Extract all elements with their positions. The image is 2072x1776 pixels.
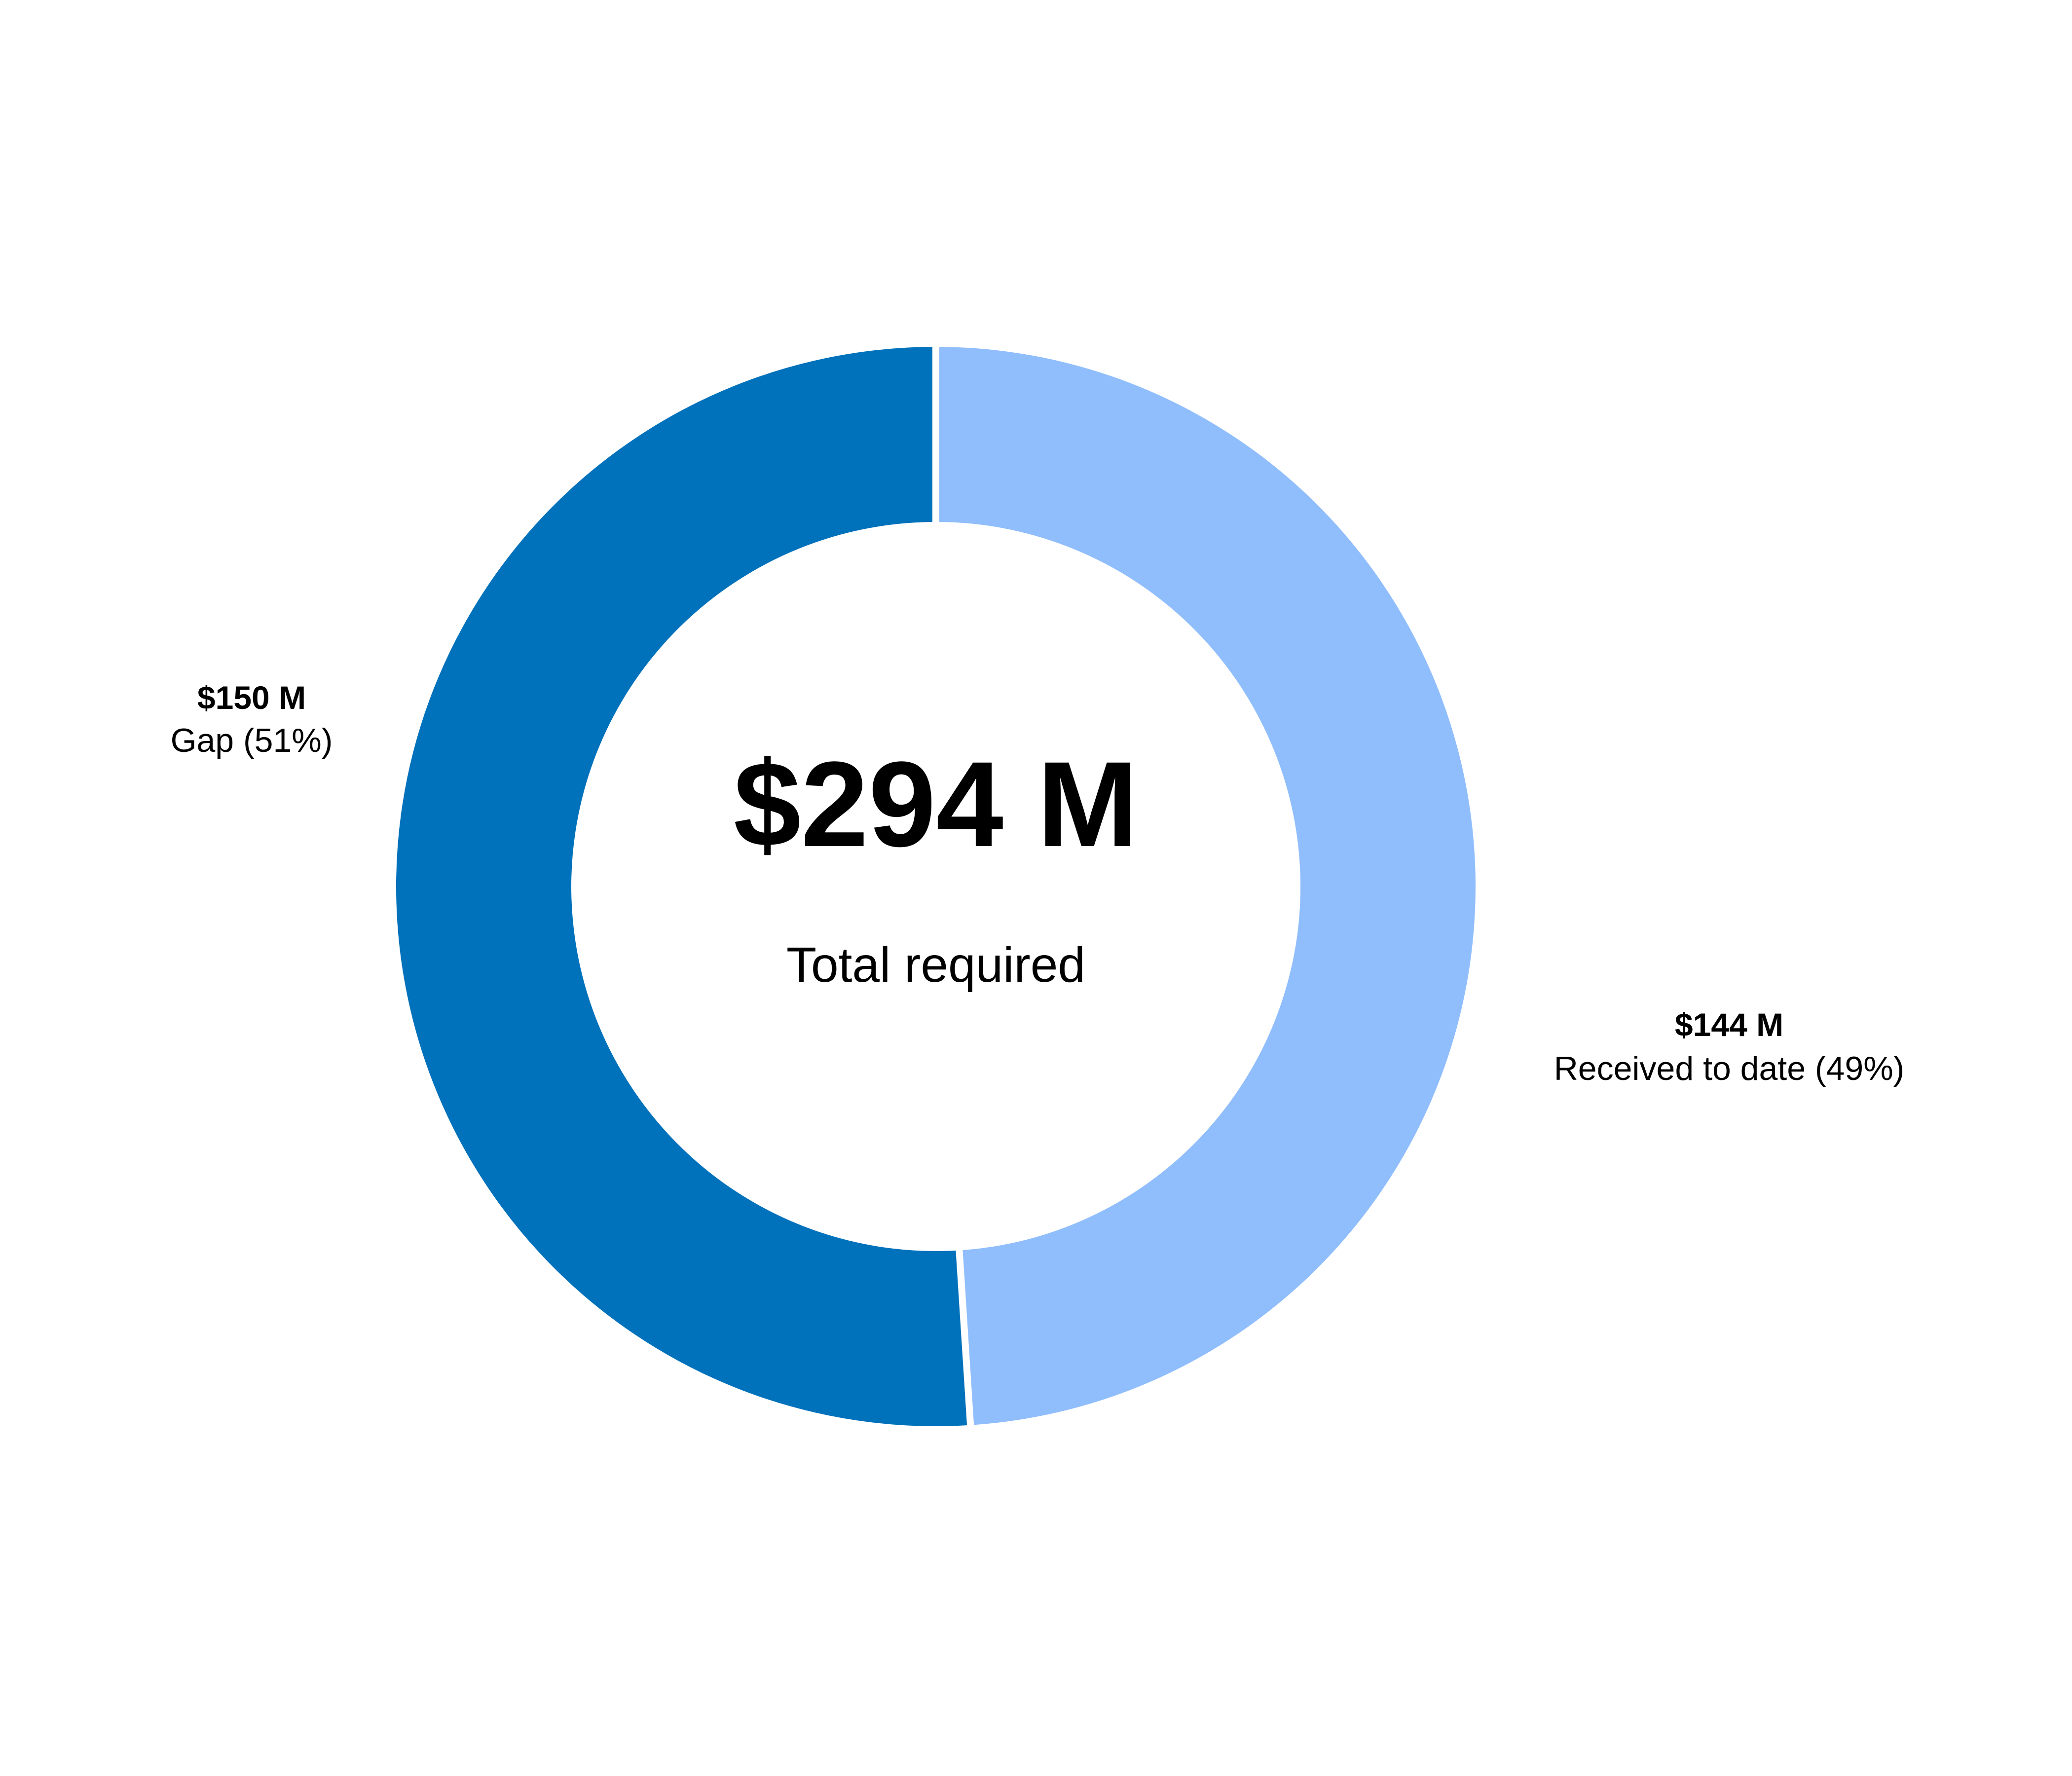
center-total-label: Total required <box>786 937 1085 993</box>
donut-slice-received <box>932 339 1483 1433</box>
slices-layer <box>389 339 1483 1433</box>
gap-amount-label: $150 M <box>197 679 306 716</box>
received-desc-label: Received to date (49%) <box>1554 1050 1905 1087</box>
donut-slice-gap <box>389 339 974 1433</box>
gap-desc-label: Gap (51%) <box>171 722 333 759</box>
received-amount-label: $144 M <box>1675 1006 1783 1043</box>
center-total-value: $294 M <box>734 737 1139 872</box>
